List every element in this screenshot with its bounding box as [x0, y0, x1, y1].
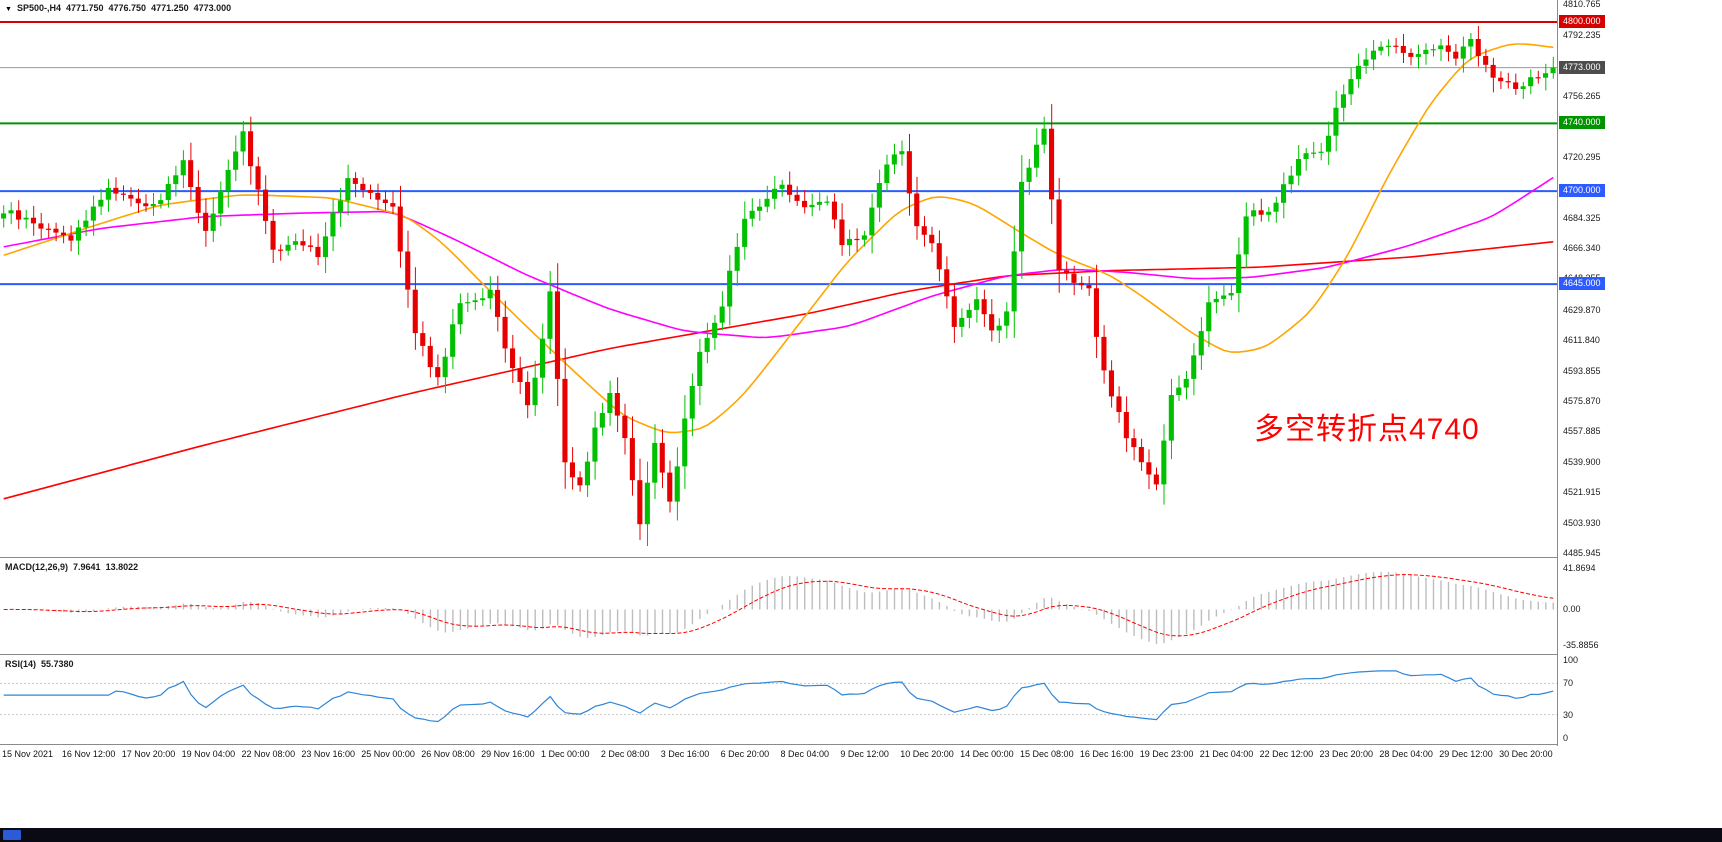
- chart-annotation-text[interactable]: 多空转折点4740: [1254, 413, 1480, 446]
- price-badge-4740.000: 4740.000: [1559, 116, 1605, 130]
- macd-header: MACD(12,26,9) 7.9641 13.8022: [5, 562, 143, 572]
- price-axis: 4810.765 4792.235 4756.265 4720.295 4684.325…: [1557, 0, 1722, 746]
- price-chart-canvas: [0, 20, 1557, 546]
- macd-signal-line: [3, 574, 1554, 637]
- rsi-tick-label: 0: [1563, 733, 1569, 743]
- ohlc-open: 4771.750: [65, 3, 104, 13]
- time-tick-label: 23 Dec 20:00: [1319, 749, 1373, 759]
- time-tick-label: 15 Nov 2021: [2, 749, 54, 759]
- time-tick-label: 8 Dec 04:00: [780, 749, 830, 759]
- time-tick-label: 17 Nov 20:00: [121, 749, 176, 759]
- time-tick-label: 22 Dec 12:00: [1259, 749, 1314, 759]
- price-tick-label: 4521.915: [1563, 487, 1601, 498]
- rsi-line: [3, 670, 1554, 723]
- price-tick-label: 4720.295: [1563, 151, 1601, 162]
- price-tick-label: 4666.340: [1563, 242, 1601, 253]
- rsi-tick-label: 100: [1563, 655, 1579, 665]
- time-tick-label: 19 Nov 04:00: [181, 749, 236, 759]
- rsi-value: 55.7380: [41, 659, 74, 669]
- chart-title: ▼ SP500-,H4 4771.750 4776.750 4771.250 4773.0…: [5, 3, 236, 13]
- rsi-indicator-pane[interactable]: RSI(14) 55.7380: [0, 656, 1557, 745]
- time-tick-label: 26 Nov 08:00: [421, 749, 475, 759]
- price-tick-label: 4756.265: [1563, 90, 1601, 101]
- time-tick-label: 29 Nov 16:00: [481, 749, 535, 759]
- rsi-tick-label: 30: [1563, 709, 1574, 720]
- chevron-down-icon[interactable]: ▼: [5, 6, 12, 13]
- price-tick-label: 4593.855: [1563, 365, 1601, 376]
- time-tick-label: 15 Dec 08:00: [1020, 749, 1074, 759]
- macd-label: MACD(12,26,9): [5, 562, 69, 572]
- macd-tick-label: -35.8856: [1563, 639, 1599, 650]
- main-chart-pane[interactable]: ▼ SP500-,H4 4771.750 4776.750 4771.250 4773.0…: [0, 0, 1557, 558]
- time-tick-label: 19 Dec 23:00: [1139, 749, 1194, 759]
- rsi-label: RSI(14): [5, 659, 37, 669]
- time-tick-label: 16 Dec 16:00: [1079, 749, 1134, 759]
- macd-value-signal: 13.8022: [105, 562, 139, 572]
- price-tick-label: 4485.945: [1563, 548, 1601, 559]
- rsi-header: RSI(14) 55.7380: [5, 659, 79, 669]
- macd-value-main: 7.9641: [73, 562, 101, 572]
- price-tick-label: 4792.235: [1563, 30, 1601, 41]
- price-tick-label: 4629.870: [1563, 304, 1601, 315]
- start-button[interactable]: [3, 830, 21, 840]
- time-tick-label: 1 Dec 00:00: [540, 749, 590, 759]
- time-tick-label: 21 Dec 04:00: [1199, 749, 1254, 759]
- ohlc-close: 4773.000: [193, 3, 232, 13]
- taskbar[interactable]: [0, 828, 1722, 842]
- macd-canvas: [3, 571, 1555, 644]
- time-tick-label: 28 Dec 04:00: [1379, 749, 1433, 759]
- macd-indicator-pane[interactable]: MACD(12,26,9) 7.9641 13.8022: [0, 559, 1557, 655]
- rsi-tick-label: 70: [1563, 678, 1574, 689]
- price-badge-4773.000: 4773.000: [1559, 60, 1605, 74]
- price-tick-label: 4503.930: [1563, 517, 1601, 528]
- macd-tick-label: 41.8694: [1563, 563, 1596, 574]
- price-tick-label: 4611.840: [1563, 335, 1600, 346]
- time-tick-label: 23 Nov 16:00: [301, 749, 355, 759]
- price-badge-4800.000: 4800.000: [1559, 14, 1605, 28]
- time-tick-label: 6 Dec 20:00: [720, 749, 770, 759]
- price-tick-label: 4539.900: [1563, 456, 1601, 467]
- time-tick-label: 3 Dec 16:00: [660, 749, 710, 759]
- price-tick-label: 4557.885: [1563, 426, 1601, 437]
- ma-red: [3, 241, 1554, 500]
- time-tick-label: 22 Nov 08:00: [241, 749, 296, 759]
- macd-histogram: [3, 571, 1555, 644]
- candlesticks: [1, 26, 1556, 546]
- time-tick-label: 10 Dec 20:00: [900, 749, 954, 759]
- price-tick-label: 4684.325: [1563, 212, 1601, 223]
- macd-tick-label: 0.00: [1563, 604, 1581, 615]
- time-tick-label: 2 Dec 08:00: [600, 749, 650, 759]
- time-tick-label: 29 Dec 12:00: [1439, 749, 1493, 759]
- ma-magenta: [3, 176, 1554, 339]
- price-badge-4645.000: 4645.000: [1559, 277, 1605, 291]
- price-tick-label: 4575.870: [1563, 395, 1601, 406]
- ohlc-high: 4776.750: [108, 3, 147, 13]
- time-tick-label: 9 Dec 12:00: [840, 749, 889, 759]
- rsi-canvas: [0, 670, 1557, 723]
- time-tick-label: 14 Dec 00:00: [960, 749, 1014, 759]
- ohlc-low: 4771.250: [151, 3, 189, 13]
- ma-orange: [3, 43, 1554, 434]
- price-tick-label: 4810.765: [1563, 0, 1601, 9]
- time-tick-label: 30 Dec 20:00: [1499, 749, 1553, 759]
- symbol-label: SP500-,H4: [16, 3, 61, 13]
- time-tick-label: 16 Nov 12:00: [61, 749, 116, 759]
- time-axis: 15 Nov 2021 16 Nov 12:00 17 Nov 20:00 19 No…: [0, 746, 1722, 764]
- time-tick-label: 25 Nov 00:00: [361, 749, 415, 759]
- price-badge-4700.000: 4700.000: [1559, 184, 1605, 198]
